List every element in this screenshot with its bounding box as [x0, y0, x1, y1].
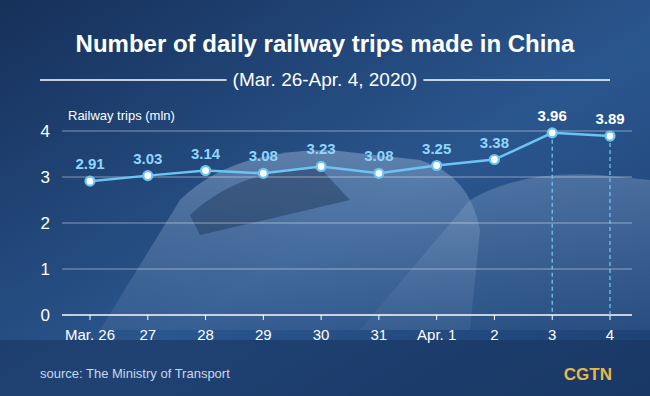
- source: source: The Ministry of Transport: [40, 366, 230, 381]
- x-tick: [205, 315, 206, 320]
- background: [0, 0, 650, 396]
- line: [90, 133, 610, 181]
- data-label: 3.38: [480, 134, 509, 151]
- point: [317, 162, 326, 171]
- data-label: 3.25: [422, 140, 451, 157]
- data-label: 3.08: [364, 147, 393, 164]
- marks: [86, 128, 615, 315]
- x-tick-label: 2: [490, 326, 498, 343]
- x-tick-label: 3: [548, 326, 556, 343]
- grid-line: [62, 223, 632, 224]
- x-tick: [147, 315, 148, 320]
- x-tick: [378, 315, 379, 320]
- subtitle-rule: [40, 79, 227, 81]
- x-tick-label: 29: [255, 326, 272, 343]
- x-tick-label: 30: [313, 326, 330, 343]
- x-tick: [610, 315, 611, 320]
- point: [548, 128, 557, 137]
- point: [606, 132, 615, 141]
- data-label: 3.08: [249, 147, 278, 164]
- subtitle: (Mar. 26-Apr. 4, 2020): [233, 69, 418, 90]
- brand-logo: CGTN: [564, 365, 612, 384]
- drop-line: [609, 136, 610, 315]
- x-tick-label: 28: [197, 326, 214, 343]
- x-tick: [494, 315, 495, 320]
- x-tick-label: Mar. 26: [65, 326, 115, 343]
- data-label: 3.03: [133, 150, 162, 167]
- grid-line: [62, 269, 632, 270]
- x-tick: [263, 315, 264, 320]
- point: [201, 166, 210, 175]
- train-window: [190, 168, 350, 235]
- x-tick-label: Apr. 1: [417, 326, 456, 343]
- x-tick: [436, 315, 437, 320]
- x-tick-label: 4: [606, 326, 614, 343]
- point: [86, 177, 95, 186]
- x-tick: [552, 315, 553, 320]
- point: [143, 171, 152, 180]
- floor-decoration: [0, 340, 650, 396]
- data-label: 3.89: [595, 110, 624, 127]
- title: Number of daily railway trips made in Ch…: [76, 30, 575, 57]
- data-label: 2.91: [75, 155, 104, 172]
- y-axis-label: Railway trips (mln): [68, 108, 175, 123]
- data-label: 3.14: [191, 145, 221, 162]
- train-decoration: [360, 174, 650, 330]
- x-tick: [321, 315, 322, 320]
- data-label: 3.23: [307, 140, 336, 157]
- data-label: 3.96: [538, 107, 567, 124]
- y-tick-label: 3: [41, 168, 50, 187]
- y-tick-label: 4: [41, 122, 50, 141]
- point: [490, 155, 499, 164]
- y-tick-label: 0: [41, 306, 50, 325]
- drop-line: [552, 133, 553, 315]
- y-tick-label: 2: [41, 214, 50, 233]
- point: [374, 169, 383, 178]
- y-tick-label: 1: [41, 260, 50, 279]
- x-tick: [90, 315, 91, 320]
- grid-line: [62, 131, 632, 132]
- chart: Number of daily railway trips made in Ch…: [0, 0, 650, 396]
- point: [432, 161, 441, 170]
- subtitle-rule: [423, 79, 610, 81]
- x-tick-label: 31: [371, 326, 388, 343]
- point: [259, 169, 268, 178]
- x-tick-label: 27: [139, 326, 156, 343]
